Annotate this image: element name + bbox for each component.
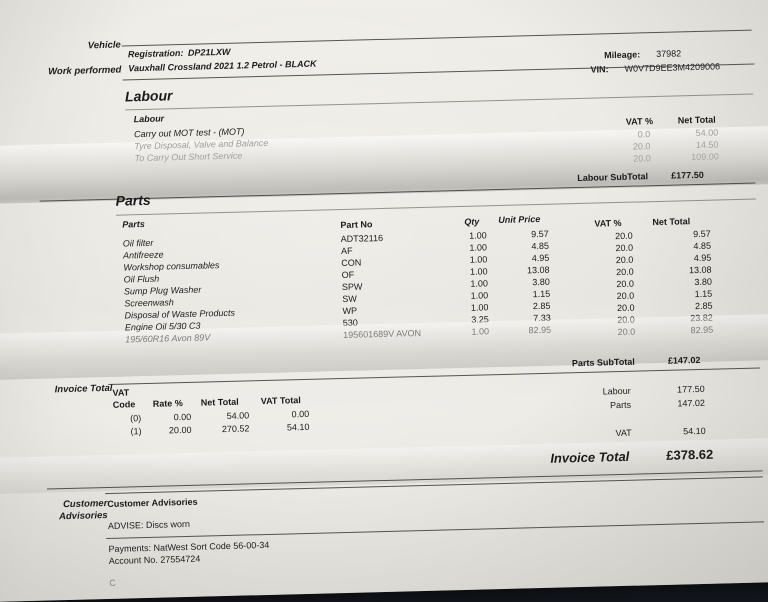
- parts-row-partno-1: AF: [340, 245, 353, 257]
- advisories-line: ADVISE: Discs worn: [107, 518, 191, 532]
- labour-header-vat: VAT %: [625, 116, 654, 127]
- margin-label-work-performed: Work performed: [48, 64, 122, 78]
- vat-summary-header-rate: Rate %: [152, 398, 183, 409]
- payments-line-1: Payments: NatWest Sort Code 56-00-34: [108, 539, 270, 555]
- vehicle-description: Vauxhall Crossland 2021 1.2 Petrol - BLA…: [128, 58, 317, 74]
- vat-summary-header-vat: VAT Total: [260, 395, 301, 407]
- vat-summary-row-vattotal-1: 54.10: [286, 421, 310, 433]
- parts-row-partno-2: CON: [341, 257, 362, 269]
- labour-table-title: Labour: [133, 113, 165, 125]
- totals-labour-value: 177.50: [676, 383, 705, 395]
- advisories-title: Customer Advisories: [107, 496, 198, 510]
- parts-header-vat: VAT %: [594, 217, 622, 229]
- vat-summary-row-code-0: (0): [130, 413, 142, 424]
- vat-summary-row-vattotal-0: 0.00: [291, 408, 310, 420]
- vehicle-registration-value: DP21LXW: [187, 46, 231, 58]
- labour-header-net-total: Net Total: [677, 114, 716, 126]
- vehicle-mileage-label: Mileage:: [604, 49, 641, 61]
- vat-summary-row-net-1: 270.52: [221, 423, 250, 435]
- totals-labour-label: Labour: [602, 385, 631, 397]
- vehicle-registration-label: Registration:: [127, 47, 184, 60]
- payments-line-3-partial: C: [109, 577, 116, 588]
- parts-header-net-total: Net Total: [652, 216, 691, 228]
- parts-section-title: Parts: [115, 191, 151, 209]
- labour-rule-top: [125, 93, 754, 111]
- invoice-total-label: Invoice Total: [550, 448, 630, 466]
- labour-row-net-2: 109.00: [691, 151, 719, 163]
- invoice-total-value: £378.62: [666, 446, 714, 463]
- totals-vat-label: VAT: [615, 427, 632, 439]
- parts-row-qty-8: 1.00: [471, 326, 490, 337]
- totals-parts-value: 147.02: [677, 397, 706, 409]
- parts-header-qty: Qty: [464, 216, 480, 227]
- parts-row-partno-8: 195601689V AVON: [343, 328, 422, 340]
- parts-subtotal-label: Parts SubTotal: [571, 356, 635, 369]
- vehicle-vin-label: VIN:: [590, 64, 609, 75]
- vehicle-mileage-value: 37982: [656, 48, 682, 59]
- labour-subtotal-label: Labour SubTotal: [577, 171, 649, 184]
- vehicle-vin-value: W0V7D9EE3M4209006: [624, 61, 721, 74]
- labour-row-desc-2: To Carry Out Short Service: [134, 150, 243, 164]
- margin-label-customer-advisories-line2: Advisories: [58, 510, 108, 523]
- vat-summary-header-code: Code: [112, 399, 136, 410]
- margin-label-vehicle: Vehicle: [87, 39, 121, 52]
- payments-rule-top: [106, 521, 765, 540]
- parts-row-desc-2: Workshop consumables: [123, 260, 220, 273]
- parts-row-unit-8: 82.95: [528, 324, 552, 336]
- labour-section-title: Labour: [124, 87, 173, 105]
- parts-row-net-8: 82.95: [690, 324, 714, 336]
- vat-summary-row-rate-1: 20.00: [168, 424, 192, 436]
- vat-summary-row-code-1: (1): [130, 426, 142, 437]
- parts-row-partno-7: 530: [342, 317, 359, 328]
- parts-row-partno-4: SPW: [341, 281, 363, 293]
- parts-row-desc-8: 195/60R16 Avon 89V: [125, 332, 211, 345]
- vat-summary-row-rate-0: 0.00: [173, 411, 192, 423]
- parts-header-part-no: Part No: [340, 219, 373, 231]
- vat-summary-header-net: Net Total: [200, 396, 239, 408]
- parts-row-vat-8: 20.0: [617, 326, 636, 338]
- vat-summary-title: VAT: [112, 387, 130, 398]
- parts-row-partno-0: ADT32116: [340, 232, 384, 245]
- parts-row-partno-3: OF: [341, 269, 355, 281]
- parts-row-partno-6: WP: [342, 305, 358, 317]
- vehicle-rule-top: [121, 29, 752, 47]
- parts-header-unit-price: Unit Price: [498, 213, 541, 226]
- parts-row-partno-5: SW: [342, 293, 357, 305]
- parts-table-title: Parts: [122, 218, 145, 230]
- vat-summary-row-net-0: 54.00: [226, 410, 250, 421]
- margin-label-invoice-total: Invoice Total: [54, 382, 113, 396]
- labour-row-vat-2: 20.0: [633, 153, 651, 164]
- totals-parts-label: Parts: [609, 399, 632, 411]
- totals-vat-value: 54.10: [683, 425, 706, 437]
- vat-summary-rule-top: [108, 367, 761, 385]
- parts-subtotal-value: £147.02: [667, 354, 701, 366]
- parts-rule-top: [116, 198, 756, 216]
- labour-subtotal-value: £177.50: [671, 169, 704, 181]
- payments-line-2: Account No. 27554724: [108, 553, 201, 566]
